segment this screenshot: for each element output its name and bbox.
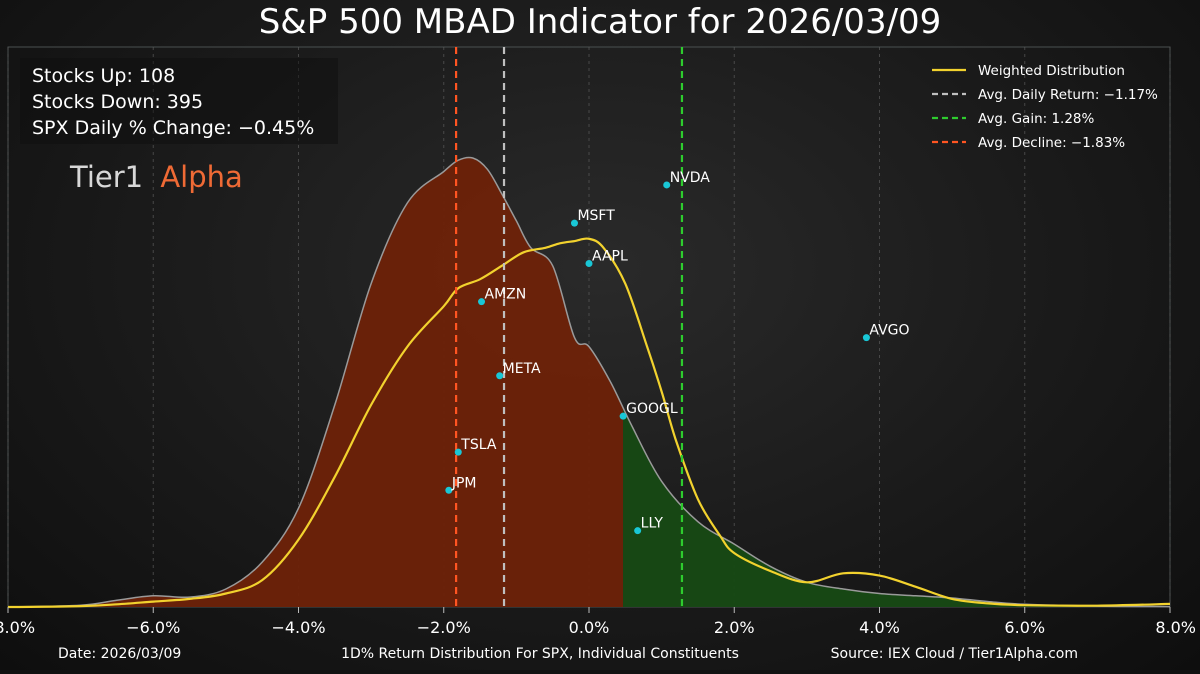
- point-msft: [570, 219, 578, 227]
- point-lly: [634, 527, 642, 535]
- stocks-down: Stocks Down: 395: [32, 91, 203, 113]
- footer-date: Date: 2026/03/09: [58, 646, 181, 662]
- x-tick-label: −4.0%: [271, 618, 325, 637]
- x-tick-label: 6.0%: [1004, 618, 1045, 637]
- point-label-meta: META: [503, 361, 541, 377]
- point-label-googl: GOOGL: [626, 401, 678, 417]
- x-tick-label: 0.0%: [569, 618, 610, 637]
- weighted-distribution-line: [7, 237, 1171, 609]
- x-tick-label: −2.0%: [417, 618, 471, 637]
- decline-area: [8, 157, 623, 607]
- point-label-nvda: NVDA: [670, 170, 711, 186]
- legend: Weighted Distribution Avg. Daily Return: …: [932, 63, 1158, 151]
- distribution-line: [7, 156, 1171, 608]
- brand-tier1: Tier1: [69, 160, 143, 194]
- point-googl: [619, 412, 627, 420]
- point-label-avgo: AVGO: [869, 323, 909, 339]
- point-label-tsla: TSLA: [460, 437, 497, 453]
- stats-box: [20, 58, 338, 144]
- x-tick-label: 8.0%: [1155, 618, 1196, 637]
- legend-label: Avg. Daily Return: −1.17%: [978, 87, 1158, 103]
- stocks-up: Stocks Up: 108: [32, 65, 175, 87]
- point-label-msft: MSFT: [577, 208, 615, 224]
- legend-label: Avg. Gain: 1.28%: [978, 111, 1095, 127]
- x-axis-label: 1D% Return Distribution For SPX, Individ…: [341, 646, 739, 662]
- spx-change: SPX Daily % Change: −0.45%: [32, 117, 314, 139]
- footer-source: Source: IEX Cloud / Tier1Alpha.com: [831, 646, 1078, 662]
- legend-label: Weighted Distribution: [978, 63, 1125, 79]
- gain-area: [623, 407, 1170, 607]
- point-jpm: [445, 486, 453, 494]
- point-label-jpm: JPM: [451, 475, 477, 491]
- point-label-lly: LLY: [641, 516, 664, 532]
- point-tsla: [454, 448, 462, 456]
- point-nvda: [663, 181, 671, 189]
- point-label-aapl: AAPL: [592, 249, 628, 265]
- x-tick-label: −6.0%: [126, 618, 180, 637]
- x-tick-label: 2.0%: [714, 618, 755, 637]
- point-meta: [496, 372, 504, 380]
- point-aapl: [585, 260, 593, 268]
- chart-title: S&P 500 MBAD Indicator for 2026/03/09: [259, 2, 942, 42]
- brand-alpha: Alpha: [160, 160, 242, 194]
- brand-logo: Tier1 Alpha: [69, 160, 243, 194]
- point-label-amzn: AMZN: [485, 287, 527, 303]
- point-amzn: [478, 298, 486, 306]
- x-tick-label: −8.0%: [0, 618, 35, 637]
- x-tick-label: 4.0%: [859, 618, 900, 637]
- legend-label: Avg. Decline: −1.83%: [978, 135, 1125, 151]
- point-avgo: [862, 334, 870, 342]
